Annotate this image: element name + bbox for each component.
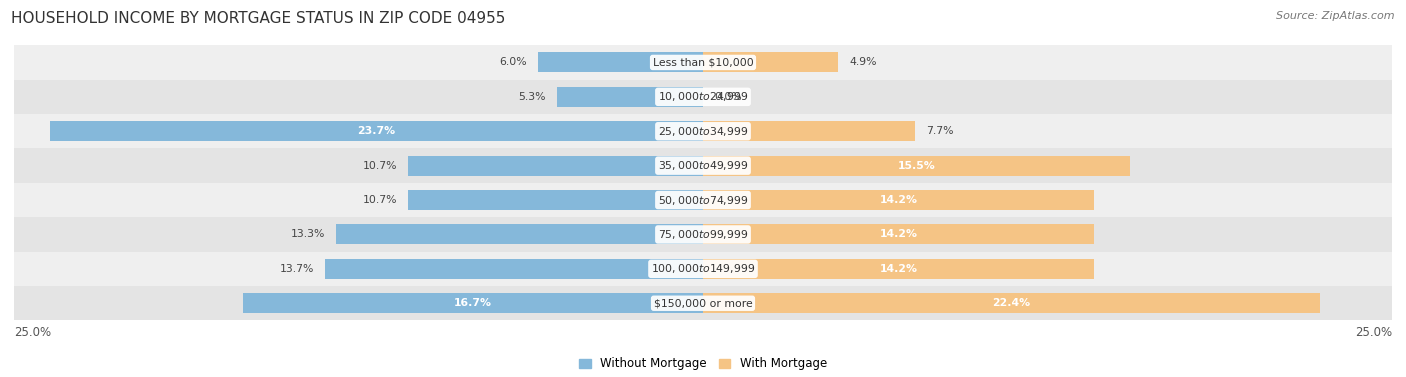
Text: 10.7%: 10.7%: [363, 161, 396, 171]
Text: $10,000 to $24,999: $10,000 to $24,999: [658, 90, 748, 103]
Text: $100,000 to $149,999: $100,000 to $149,999: [651, 262, 755, 275]
Text: HOUSEHOLD INCOME BY MORTGAGE STATUS IN ZIP CODE 04955: HOUSEHOLD INCOME BY MORTGAGE STATUS IN Z…: [11, 11, 506, 26]
Text: 4.9%: 4.9%: [849, 57, 876, 67]
Bar: [14, 252, 1392, 286]
Bar: [49, 121, 703, 141]
Text: Less than $10,000: Less than $10,000: [652, 57, 754, 67]
Bar: [703, 156, 1130, 176]
Text: 10.7%: 10.7%: [363, 195, 396, 205]
Text: $25,000 to $34,999: $25,000 to $34,999: [658, 125, 748, 138]
Bar: [336, 224, 703, 244]
Bar: [703, 52, 838, 72]
Text: $50,000 to $74,999: $50,000 to $74,999: [658, 193, 748, 207]
Text: 25.0%: 25.0%: [14, 326, 51, 339]
Text: 13.3%: 13.3%: [291, 230, 325, 239]
Text: 0.0%: 0.0%: [714, 92, 742, 102]
Bar: [557, 87, 703, 107]
Bar: [703, 121, 915, 141]
Legend: Without Mortgage, With Mortgage: Without Mortgage, With Mortgage: [574, 352, 832, 375]
Text: $150,000 or more: $150,000 or more: [654, 298, 752, 308]
Text: 15.5%: 15.5%: [897, 161, 935, 171]
Bar: [408, 156, 703, 176]
Bar: [14, 80, 1392, 114]
Bar: [243, 293, 703, 313]
Bar: [14, 217, 1392, 252]
Bar: [703, 259, 1094, 279]
Bar: [14, 45, 1392, 80]
Text: 13.7%: 13.7%: [280, 264, 315, 274]
Text: 7.7%: 7.7%: [927, 126, 953, 136]
Bar: [703, 224, 1094, 244]
Text: 14.2%: 14.2%: [880, 264, 918, 274]
Text: 25.0%: 25.0%: [1355, 326, 1392, 339]
Bar: [14, 286, 1392, 320]
Bar: [325, 259, 703, 279]
Bar: [703, 190, 1094, 210]
Text: $35,000 to $49,999: $35,000 to $49,999: [658, 159, 748, 172]
Text: 22.4%: 22.4%: [993, 298, 1031, 308]
Text: 5.3%: 5.3%: [519, 92, 546, 102]
Text: Source: ZipAtlas.com: Source: ZipAtlas.com: [1277, 11, 1395, 21]
Text: $75,000 to $99,999: $75,000 to $99,999: [658, 228, 748, 241]
Bar: [703, 293, 1320, 313]
Text: 14.2%: 14.2%: [880, 195, 918, 205]
Text: 23.7%: 23.7%: [357, 126, 395, 136]
Bar: [14, 114, 1392, 149]
Bar: [14, 183, 1392, 217]
Bar: [537, 52, 703, 72]
Bar: [408, 190, 703, 210]
Text: 6.0%: 6.0%: [499, 57, 527, 67]
Text: 16.7%: 16.7%: [454, 298, 492, 308]
Text: 14.2%: 14.2%: [880, 230, 918, 239]
Bar: [14, 149, 1392, 183]
